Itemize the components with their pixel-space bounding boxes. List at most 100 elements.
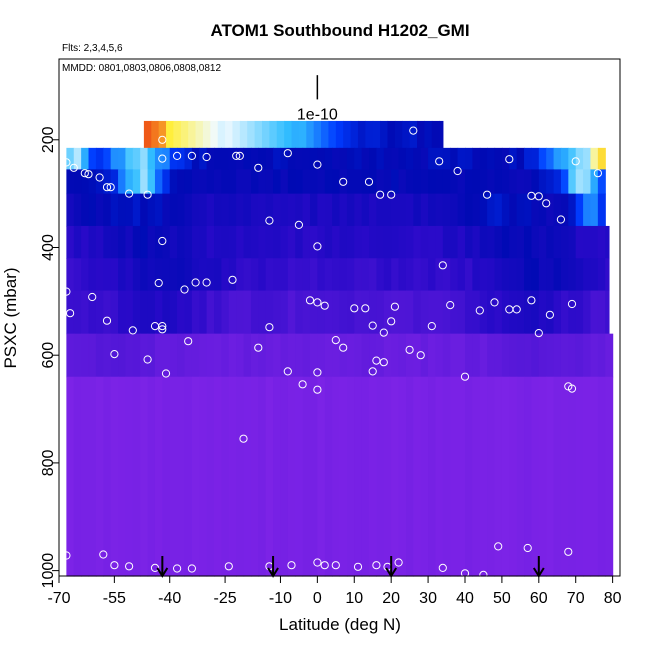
scale-bar: 1e-10 [297,75,338,123]
heatmap-cell [597,225,606,259]
heatmap-cell [553,147,562,170]
observation-point [405,345,414,354]
heatmap-cell [339,333,348,378]
heatmap-cell [81,258,90,292]
heatmap-cell [184,193,193,227]
heatmap-cell [524,169,533,195]
observation-point [556,215,566,224]
observation-point [110,350,119,359]
heatmap-cell [538,147,547,170]
heatmap-cell [206,169,215,195]
heatmap-cell [177,193,186,227]
heatmap-cell [583,225,592,259]
heatmap-cell [376,258,385,292]
heatmap-cell [199,193,208,227]
heatmap-cell [354,376,363,577]
heatmap-cell [531,147,540,170]
heatmap-cell [560,147,569,170]
heatmap-cell [147,193,156,227]
heatmap-cell [95,147,104,170]
observation-point [228,275,237,284]
heatmap-cell [280,376,289,577]
heatmap-cell [494,333,503,378]
heatmap-cell [321,120,330,149]
heatmap-cell [132,376,141,577]
observation-point [490,298,499,307]
observation-point [505,155,514,164]
heatmap-cell [309,225,318,259]
heatmap-cell [295,258,304,292]
observation-point [287,561,296,570]
observation-point [305,296,315,305]
heatmap-cell [420,258,429,292]
heatmap-cell [376,376,385,577]
heatmap-cell [191,193,200,227]
heatmap-cell [103,169,112,195]
heatmap-cell [317,290,326,335]
heatmap-cell [73,333,82,378]
heatmap-cell [413,225,422,259]
heatmap-cell [132,290,141,335]
heatmap-cell [243,169,252,195]
heatmap-cell [516,193,525,227]
observation-point [265,216,274,225]
heatmap-cell [243,376,252,577]
heatmap-cell [66,193,75,227]
heatmap-cell [243,290,252,335]
heatmap-cell [206,333,215,378]
heatmap-cell [450,147,459,170]
heatmap-cell [280,193,289,227]
heatmap-cell [147,290,156,335]
heatmap-cell [184,147,193,170]
heatmap-cell [442,147,451,170]
heatmap-cell [73,147,82,170]
heatmap-cell [435,290,444,335]
heatmap-cell [405,333,414,378]
heatmap-cell [254,120,263,149]
y-tick-label: 1000 [40,553,57,589]
heatmap-cell [339,169,348,195]
heatmap-cell [287,376,296,577]
heatmap-cell [487,376,496,577]
observation-point [313,298,322,307]
heatmap-cell [103,333,112,378]
x-tick-label: 10 [345,590,363,607]
heatmap-cell [236,193,245,227]
x-tick-label: -40 [158,590,181,607]
heatmap-cell [339,290,348,335]
heatmap-cell [343,120,352,149]
heatmap-cell [169,193,178,227]
heatmap-cell [420,376,429,577]
heatmap-cell [88,258,97,292]
heatmap-cell [479,290,488,335]
heatmap-cell [88,290,97,335]
heatmap-cell [509,290,518,335]
heatmap-cell [191,333,200,378]
heatmap-cell [95,193,104,227]
heatmap-cell [125,258,134,292]
heatmap-cell [420,169,429,195]
heatmap-cell [81,376,90,577]
heatmap-cell [524,225,533,259]
heatmap-cell [501,193,510,227]
heatmap-cell [332,225,341,259]
heatmap-cell [538,258,547,292]
heatmap-cell [417,120,425,149]
heatmap-cell [239,120,248,149]
heatmap-cell [457,169,466,195]
heatmap-cell [516,225,525,259]
heatmap-cell [442,225,451,259]
heatmap-cell [546,258,555,292]
heatmap-cell [309,169,318,195]
y-axis-label: PSXC (mbar) [1,267,20,368]
heatmap-cell [369,258,378,292]
observation-point [294,220,303,229]
observation-point [158,322,167,331]
heatmap-cell [214,169,222,195]
observation-point [254,163,263,172]
heatmap-cell [516,290,525,335]
observation-point [512,305,521,314]
heatmap-cell [199,290,208,335]
heatmap-cell [487,290,496,335]
